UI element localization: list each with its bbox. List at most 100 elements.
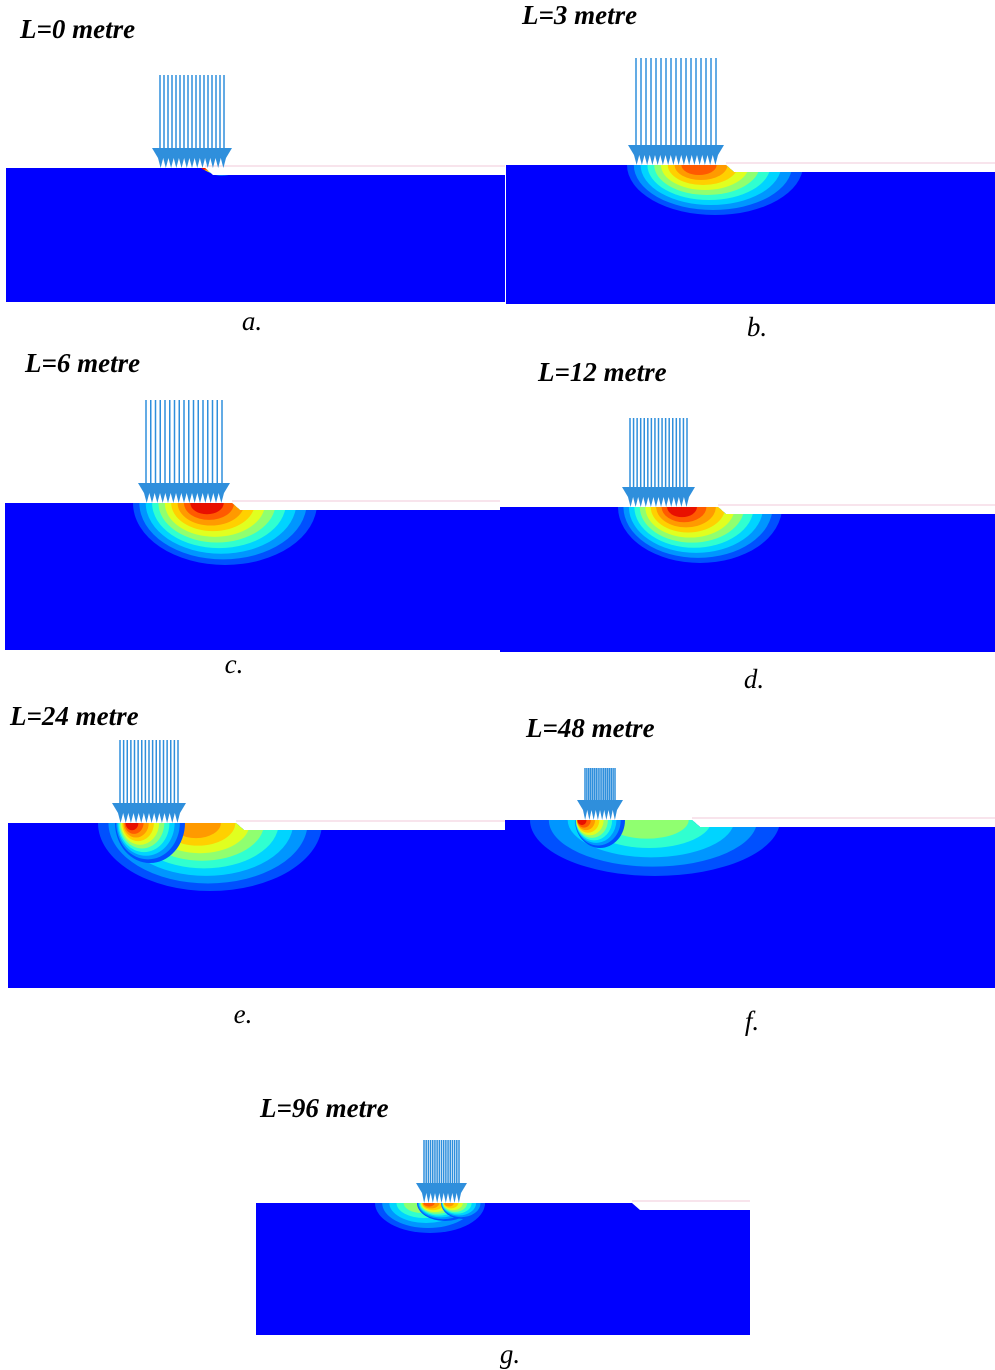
- load-tooth: [176, 493, 181, 503]
- load-tooth: [587, 810, 591, 820]
- panel: L=0 metre a.: [6, 14, 505, 336]
- load-bar: [416, 1183, 467, 1193]
- panel: L=96 metre g.: [256, 1093, 750, 1369]
- load-tooth: [149, 813, 154, 823]
- panel-caption: f.: [745, 1006, 759, 1036]
- load-tooth: [592, 810, 596, 820]
- load-tooth: [158, 158, 163, 168]
- load-tooth: [200, 158, 205, 168]
- load-tooth: [669, 497, 674, 507]
- load-tooth: [448, 1193, 452, 1203]
- load-tooth: [134, 813, 139, 823]
- load-tooth: [609, 810, 613, 820]
- load-tooth: [600, 810, 604, 820]
- load-tooth: [165, 813, 170, 823]
- panel-title: L=3 metre: [521, 0, 637, 30]
- contours: [618, 451, 782, 563]
- load-bar: [112, 803, 186, 813]
- ground: [6, 168, 505, 302]
- contours: [627, 115, 803, 215]
- load-tooth: [687, 155, 692, 165]
- load-tooth: [692, 155, 697, 165]
- load-tooth: [452, 1193, 456, 1203]
- contour: [207, 161, 232, 176]
- load-tooth: [181, 493, 186, 503]
- panel-caption: d.: [744, 664, 764, 694]
- load-tooth: [674, 497, 679, 507]
- load-tooth: [189, 158, 194, 168]
- panel-title: L=0 metre: [19, 14, 135, 44]
- panel: L=24 metre e.: [8, 701, 505, 1029]
- panel-caption: g.: [500, 1339, 520, 1369]
- load-tooth: [444, 1193, 448, 1203]
- panel-caption: c.: [225, 649, 244, 679]
- load-tooth: [671, 155, 676, 165]
- load-tooth: [439, 1193, 443, 1203]
- load-tooth: [128, 813, 133, 823]
- load-tooth: [639, 155, 644, 165]
- load-tooth: [159, 813, 164, 823]
- load-tooth: [435, 1193, 439, 1203]
- load-tooth: [676, 155, 681, 165]
- load-tooth: [171, 493, 176, 503]
- load-tooth: [160, 493, 165, 503]
- panel-caption: a.: [242, 306, 262, 336]
- load-tooth: [702, 155, 707, 165]
- load-tooth: [208, 493, 213, 503]
- load-tooth: [633, 497, 638, 507]
- load-tooth: [583, 810, 587, 820]
- load-tooth: [144, 813, 149, 823]
- load-tooth: [165, 493, 170, 503]
- load-tooth: [184, 158, 189, 168]
- load-bar: [628, 145, 724, 155]
- panel: L=12 metre d.: [500, 357, 995, 694]
- load-tooth: [203, 493, 208, 503]
- panel: L=3 metre b.: [506, 0, 995, 342]
- load-tooth: [679, 497, 684, 507]
- load-tooth: [604, 810, 608, 820]
- load-tooth: [168, 158, 173, 168]
- load-tooth: [684, 497, 689, 507]
- load-tooth: [648, 497, 653, 507]
- load-tooth: [179, 158, 184, 168]
- load-tooth: [713, 155, 718, 165]
- load-tooth: [666, 155, 671, 165]
- load-tooth: [195, 158, 200, 168]
- load-tooth: [163, 158, 168, 168]
- panel-caption: b.: [747, 312, 767, 342]
- panel-title: L=96 metre: [259, 1093, 389, 1123]
- load-tooth: [664, 497, 669, 507]
- load-tooth: [170, 813, 175, 823]
- panel-title: L=12 metre: [537, 357, 667, 387]
- load-tooth: [638, 497, 643, 507]
- panel-caption: e.: [234, 999, 253, 1029]
- load-tooth: [653, 497, 658, 507]
- load-tooth: [457, 1193, 461, 1203]
- load-tooth: [426, 1193, 430, 1203]
- panel-title: L=24 metre: [9, 701, 139, 731]
- load-tooth: [192, 493, 197, 503]
- load-tooth: [634, 155, 639, 165]
- load-tooth: [628, 497, 633, 507]
- load-tooth: [596, 810, 600, 820]
- load-tooth: [154, 813, 159, 823]
- load-tooth: [139, 813, 144, 823]
- ground: [256, 1203, 750, 1335]
- load-tooth: [422, 1193, 426, 1203]
- load-bar: [138, 483, 230, 493]
- load-tooth: [643, 497, 648, 507]
- load-tooth: [123, 813, 128, 823]
- load-tooth: [144, 493, 149, 503]
- load-bar: [152, 148, 232, 158]
- load-tooth: [650, 155, 655, 165]
- load-tooth: [155, 493, 160, 503]
- load-tooth: [655, 155, 660, 165]
- load-tooth: [660, 155, 665, 165]
- load-bar: [577, 800, 623, 810]
- contours: [530, 764, 780, 876]
- figure: L=0 metrea.L=3 metreb.L=6 metrec.L=12 me…: [0, 0, 995, 1370]
- load-tooth: [197, 493, 202, 503]
- load-tooth: [174, 158, 179, 168]
